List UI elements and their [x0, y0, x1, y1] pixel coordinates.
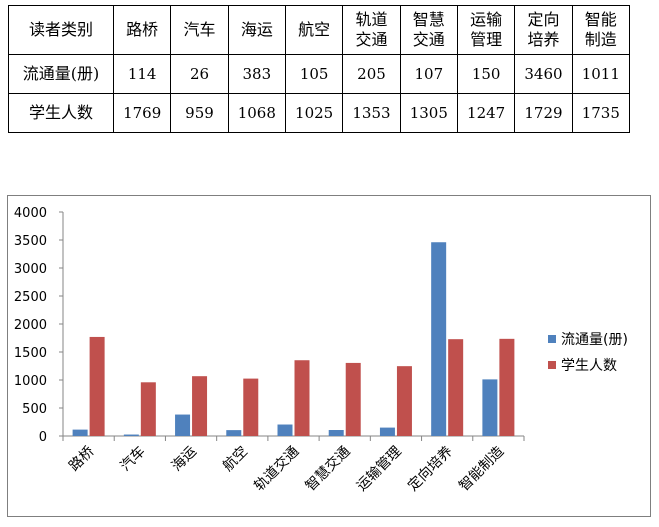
table-header-cell: 航空: [284, 5, 344, 55]
y-tick-label: 500: [22, 402, 47, 417]
y-tick-label: 4000: [14, 206, 47, 221]
legend-label: 流通量(册): [561, 332, 628, 348]
table-cell: 1769: [112, 93, 172, 133]
table-header-cell: 海运: [227, 5, 286, 55]
table-cell: 1729: [514, 93, 573, 133]
bar-series1: [328, 430, 344, 436]
y-tick-label: 3000: [14, 262, 47, 277]
row-label: 学生人数: [8, 93, 114, 133]
table-cell: 959: [170, 93, 229, 133]
bar-series2: [243, 378, 259, 436]
table-row: 流通量(册) 114 26 383 105 205 107 150 3460 1…: [8, 54, 631, 94]
bar-series2: [89, 336, 105, 436]
chart-frame: 0 500 1000 1500 2000 2500 3000 3500 4000 路桥 汽车 海运 航空…: [7, 195, 651, 517]
table-cell: 1305: [399, 93, 458, 133]
bar-series2: [345, 362, 361, 436]
bar-series1: [175, 414, 191, 436]
data-table: 读者类别 路桥 汽车 海运 航空 轨道交通 智慧交通 运输管理 定向培养 智能制…: [8, 5, 631, 133]
x-tick-label: 海运: [169, 444, 200, 475]
table-cell: 107: [399, 54, 458, 94]
bar-series1: [72, 429, 88, 436]
bar-series1: [277, 424, 293, 436]
table-cell: 1011: [571, 54, 631, 94]
y-tick-label: 2000: [14, 318, 47, 333]
table-cell: 3460: [514, 54, 573, 94]
table-header-cell: 路桥: [112, 5, 172, 55]
table-header-cell: 汽车: [170, 5, 229, 55]
x-tick-label: 智慧交通: [302, 443, 354, 495]
bar-chart: 0 500 1000 1500 2000 2500 3000 3500 4000 路桥 汽车 海运 航空…: [14, 206, 628, 495]
table-header-cell: 运输管理: [456, 5, 516, 55]
table-cell: 150: [456, 54, 516, 94]
bar-series1: [226, 430, 242, 436]
x-tick-label: 定向培养: [405, 444, 456, 495]
y-tick-label: 2500: [14, 290, 47, 305]
table-cell: 26: [170, 54, 229, 94]
table-cell: 1247: [456, 93, 516, 133]
y-tick-label: 1500: [14, 346, 47, 361]
legend-label: 学生人数: [561, 358, 617, 374]
y-tick-label: 1000: [14, 374, 47, 389]
table-cell: 1353: [342, 93, 401, 133]
table-header-row: 读者类别 路桥 汽车 海运 航空 轨道交通 智慧交通 运输管理 定向培养 智能制…: [8, 5, 631, 55]
legend-swatch: [548, 335, 556, 343]
table-row: 学生人数 1769 959 1068 1025 1353 1305 1247 1…: [8, 93, 631, 133]
bar-series2: [448, 339, 464, 436]
row-label: 流通量(册): [8, 54, 114, 94]
bar-series2: [499, 338, 515, 436]
table-cell: 114: [112, 54, 172, 94]
table-header-cell: 智慧交通: [399, 5, 458, 55]
table-header-cell: 定向培养: [514, 5, 573, 55]
table-cell: 1068: [227, 93, 286, 133]
table-cell: 383: [227, 54, 286, 94]
y-tick-label: 0: [39, 430, 47, 445]
table-header-label: 读者类别: [8, 5, 114, 55]
x-tick-label: 汽车: [117, 443, 149, 475]
table-cell: 205: [342, 54, 401, 94]
table-header-cell: 智能制造: [571, 5, 631, 55]
table-header-cell: 轨道交通: [342, 5, 401, 55]
table-cell: 1025: [284, 93, 344, 133]
x-tick-label: 航空: [220, 444, 251, 475]
bar-series1: [431, 242, 447, 436]
y-tick-label: 3500: [14, 234, 47, 249]
legend-swatch: [548, 361, 556, 369]
bar-series2: [294, 360, 310, 436]
bar-series1: [123, 434, 139, 436]
x-tick-label: 轨道交通: [251, 443, 303, 495]
bar-series2: [192, 376, 208, 436]
bar-series2: [140, 382, 156, 436]
bar-series1: [482, 379, 498, 436]
table-cell: 105: [284, 54, 344, 94]
x-tick-label: 运输管理: [354, 444, 405, 495]
x-tick-label: 智能制造: [456, 444, 507, 495]
table-cell: 1735: [571, 93, 631, 133]
bar-series1: [379, 427, 395, 436]
bar-series2: [396, 366, 412, 436]
x-tick-label: 路桥: [66, 444, 97, 475]
